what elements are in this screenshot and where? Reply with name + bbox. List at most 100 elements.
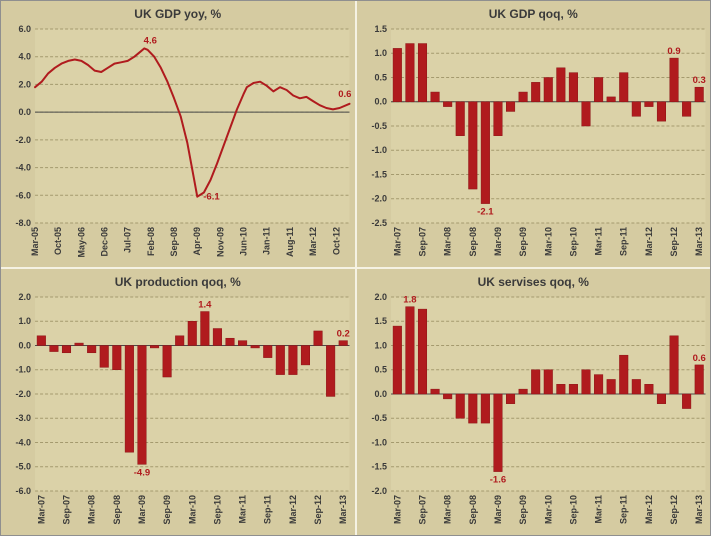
x-axis-tick-label: Mar-08 (442, 495, 452, 524)
bar (530, 82, 540, 102)
bar (518, 388, 528, 395)
bar (643, 384, 653, 395)
x-axis-tick-label: Oct-05 (53, 227, 63, 255)
bar (568, 72, 578, 103)
bar (200, 311, 210, 346)
y-axis-tick-label: -1.0 (371, 438, 387, 448)
chart-panel-gdp-yoy: UK GDP yoy, % 6.0 4.0 2.0 0.0 -2.0 -4.0 -6.0 -8… (1, 1, 355, 267)
x-axis-tick-label: Jun-10 (239, 227, 249, 256)
bar (580, 101, 591, 127)
bar (618, 72, 628, 103)
bar (606, 96, 616, 103)
y-axis-tick-label: -8.0 (16, 218, 32, 228)
bar (669, 335, 679, 395)
x-axis-tick-label: Sep-08 (112, 495, 122, 524)
x-axis-tick-label: Mar-12 (308, 227, 318, 256)
bar (162, 345, 172, 378)
x-axis-tick-label: Jan-11 (262, 227, 272, 255)
bar (492, 101, 502, 136)
bar (656, 101, 666, 122)
bar (225, 337, 235, 346)
y-axis-tick-label: 1.0 (374, 48, 387, 58)
y-axis-tick-label: 6.0 (19, 24, 32, 34)
chart-panel-gdp-qoq: UK GDP qoq, % 1.5 1.0 0.5 0.0 -0.5 -1.0 -1.5 -2… (356, 1, 710, 267)
bar (300, 345, 310, 366)
y-axis-tick-label: -1.5 (371, 462, 387, 472)
x-axis-tick-label: Sep-11 (263, 495, 273, 524)
x-axis-tick-label: Mar-13 (694, 227, 704, 256)
y-axis-tick-label: 0.0 (374, 97, 387, 107)
bar (580, 369, 591, 395)
bar (681, 393, 691, 409)
bar (288, 345, 298, 375)
chart-title: UK GDP yoy, % (134, 7, 222, 21)
x-axis-tick-label: Sep-07 (61, 495, 71, 524)
bar (492, 393, 502, 472)
x-axis-tick-label: Sep-08 (467, 495, 477, 524)
bar (606, 379, 616, 395)
bar (212, 328, 222, 346)
x-axis-tick-label: Sep-08 (467, 227, 477, 256)
x-axis-tick-label: Sep-12 (669, 227, 679, 256)
y-axis-tick-label: 0.0 (374, 389, 387, 399)
bar (593, 77, 603, 102)
x-axis-tick-label: Sep-10 (212, 495, 222, 524)
x-axis-tick-label: Mar-11 (593, 227, 603, 256)
bar (467, 393, 477, 424)
y-axis-tick-label: -2.0 (371, 194, 387, 204)
x-axis-tick-label: Mar-09 (137, 495, 147, 524)
bar (61, 345, 72, 354)
x-axis-tick-label: Mar-10 (543, 495, 553, 524)
bar (49, 345, 59, 352)
y-axis-tick-label: -4.0 (16, 438, 32, 448)
bar (238, 340, 248, 346)
bar (631, 101, 641, 117)
bar (175, 335, 185, 346)
bar (404, 43, 414, 102)
bar (74, 342, 84, 346)
bar (36, 335, 46, 346)
x-axis-tick-label: Mar-12 (643, 495, 653, 524)
bar (555, 384, 565, 395)
x-axis-tick-label: Mar-11 (593, 495, 603, 524)
x-axis-tick-label: Dec-06 (100, 227, 110, 257)
y-axis-tick-label: 2.0 (19, 292, 32, 302)
x-axis-tick-label: Sep-07 (417, 227, 427, 256)
data-label: 4.6 (144, 35, 157, 46)
x-axis-tick-label: Sep-09 (162, 495, 172, 524)
y-axis-tick-label: -1.0 (16, 365, 32, 375)
data-label: 1.4 (198, 300, 212, 311)
data-label: 0.9 (667, 46, 680, 57)
bar (694, 364, 704, 395)
bar (555, 67, 565, 102)
y-axis-tick-label: 1.5 (374, 24, 387, 34)
x-axis-tick-label: Mar-13 (694, 495, 704, 524)
x-axis-tick-label: Mar-05 (30, 227, 40, 256)
data-label: 0.6 (692, 353, 705, 364)
x-axis-tick-label: Mar-10 (187, 495, 197, 524)
y-axis-tick-label: 4.0 (19, 52, 32, 62)
x-axis-tick-label: Nov-09 (215, 227, 225, 257)
data-label: 0.6 (338, 89, 351, 100)
bar (543, 77, 553, 102)
bar (187, 321, 197, 346)
chart-title: UK GDP qoq, % (488, 7, 578, 21)
x-axis-tick-label: Mar-12 (643, 227, 653, 256)
x-axis-tick-label: Sep-08 (169, 227, 179, 256)
y-axis-tick-label: -0.5 (371, 121, 387, 131)
y-axis-tick-label: 1.0 (374, 341, 387, 351)
x-axis-tick-label: Mar-07 (392, 227, 402, 256)
y-axis-tick-label: -3.0 (16, 413, 32, 423)
uk-production-qoq-bar-chart: 2.0 1.0 0.0 -1.0 -2.0 -3.0 -4.0 -5.0 -6.0 Mar-07 S… (16, 292, 350, 524)
bar (505, 101, 515, 112)
x-axis-tick-label: Sep-09 (518, 227, 528, 256)
gdp-yoy-line (34, 47, 351, 198)
bar (430, 388, 440, 395)
bar (455, 101, 465, 136)
bar (313, 330, 323, 346)
y-axis-tick-label: -4.0 (16, 163, 32, 173)
x-axis-tick-label: Apr-09 (192, 227, 202, 255)
x-axis-tick-label: Mar-09 (492, 227, 502, 256)
bar (124, 345, 134, 453)
